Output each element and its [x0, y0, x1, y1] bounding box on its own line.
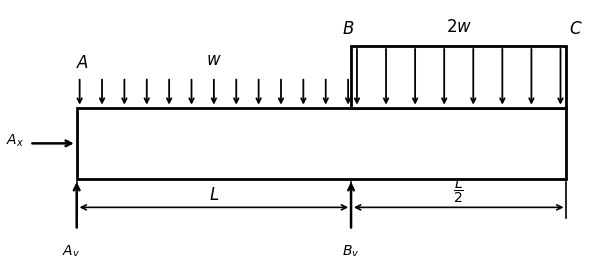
Text: $L$: $L$: [209, 186, 219, 204]
Text: $A$: $A$: [76, 54, 89, 72]
Text: $w$: $w$: [206, 51, 222, 69]
Text: $B_y$: $B_y$: [342, 243, 360, 256]
Text: $B$: $B$: [342, 20, 355, 38]
Text: $\dfrac{L}{2}$: $\dfrac{L}{2}$: [453, 176, 464, 205]
Text: $A_x$: $A_x$: [5, 133, 24, 149]
Text: $C$: $C$: [569, 20, 583, 38]
Text: $A_y$: $A_y$: [62, 243, 80, 256]
Bar: [77, 108, 566, 179]
Bar: [351, 46, 566, 108]
Text: $2w$: $2w$: [445, 18, 472, 36]
